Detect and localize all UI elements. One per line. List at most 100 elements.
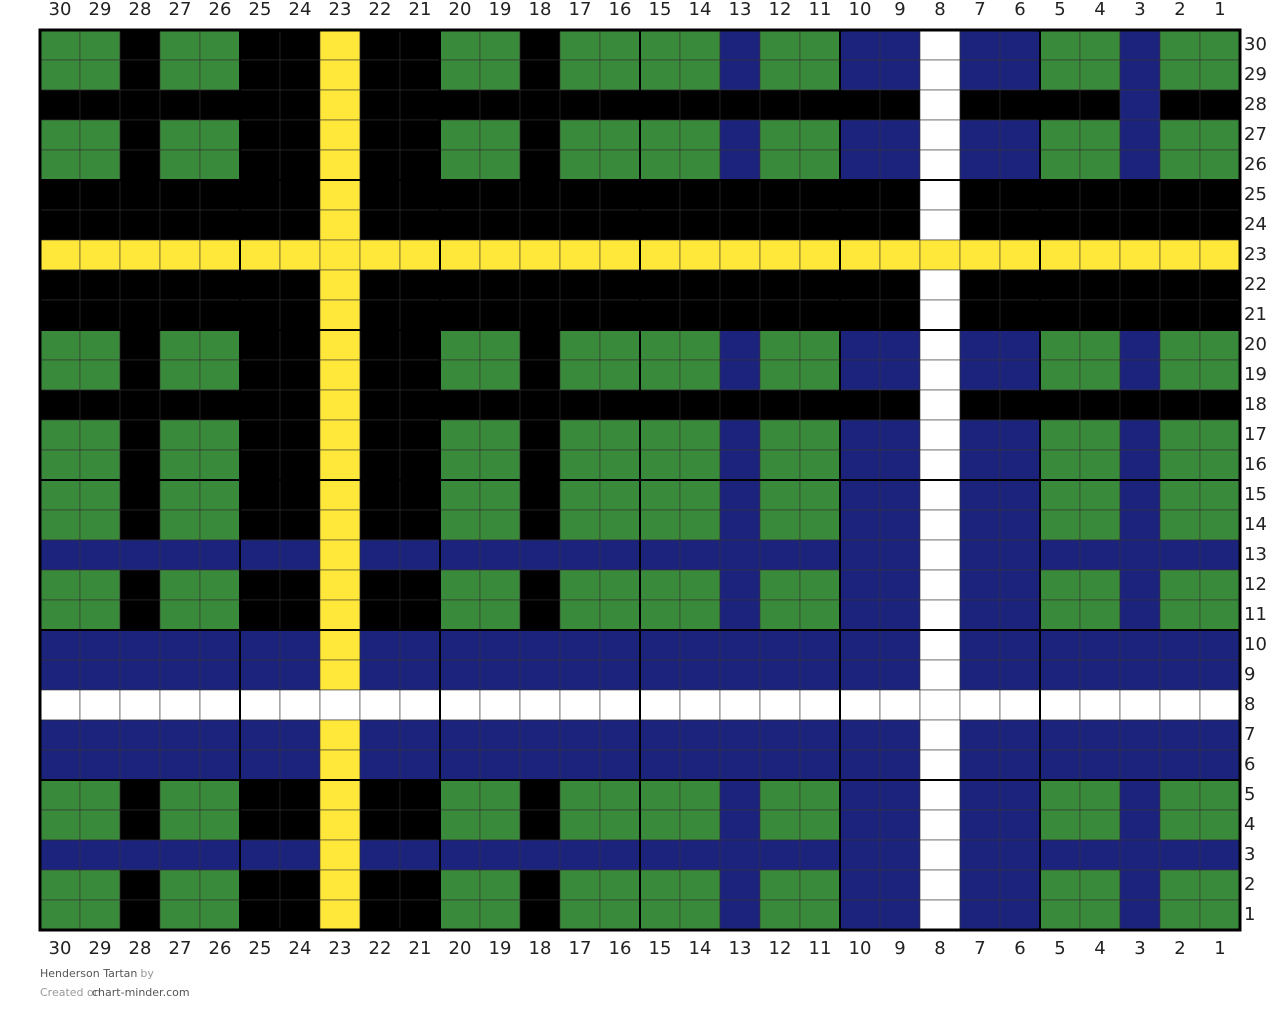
- cell: [399, 29, 441, 61]
- cell: [559, 59, 601, 91]
- cell: [119, 569, 161, 601]
- cell: [399, 899, 441, 931]
- row-label: 24: [1244, 214, 1267, 235]
- cell: [879, 569, 921, 601]
- cell: [439, 719, 481, 751]
- cell: [79, 599, 121, 631]
- cell: [639, 779, 681, 811]
- cell: [679, 359, 721, 391]
- cell: [359, 479, 401, 511]
- cell: [1119, 29, 1161, 61]
- cell: [439, 359, 481, 391]
- cell: [799, 209, 841, 241]
- cell: [1039, 869, 1081, 901]
- cell: [239, 539, 281, 571]
- cell: [959, 509, 1001, 541]
- cell: [39, 719, 81, 751]
- column-label: 28: [129, 938, 152, 959]
- cell: [999, 209, 1041, 241]
- cell: [519, 449, 561, 481]
- cell: [999, 389, 1041, 421]
- cell: [399, 59, 441, 91]
- row-label: 8: [1244, 694, 1255, 715]
- cell: [159, 479, 201, 511]
- cell: [479, 599, 521, 631]
- cell: [959, 839, 1001, 871]
- cell: [1039, 59, 1081, 91]
- cell: [959, 359, 1001, 391]
- cell: [759, 539, 801, 571]
- cell: [319, 629, 361, 661]
- column-label: 26: [209, 0, 232, 20]
- cell: [479, 359, 521, 391]
- cell: [279, 599, 321, 631]
- cell: [279, 659, 321, 691]
- cell: [839, 749, 881, 781]
- cell: [319, 419, 361, 451]
- cell: [1199, 509, 1241, 541]
- cell: [159, 179, 201, 211]
- column-label: 29: [89, 0, 112, 20]
- cell: [519, 599, 561, 631]
- cell: [1119, 209, 1161, 241]
- cell: [279, 869, 321, 901]
- cell: [1159, 689, 1201, 721]
- cell: [879, 689, 921, 721]
- cell: [959, 539, 1001, 571]
- cell: [159, 329, 201, 361]
- border: [38, 28, 1242, 932]
- cell: [1159, 569, 1201, 601]
- cell: [1079, 779, 1121, 811]
- cell: [559, 839, 601, 871]
- cell: [1199, 89, 1241, 121]
- grid: [39, 29, 1241, 931]
- cell: [919, 449, 961, 481]
- cell: [359, 29, 401, 61]
- column-label: 12: [769, 938, 792, 959]
- site-link[interactable]: chart-minder.com: [92, 986, 190, 999]
- cell: [559, 329, 601, 361]
- cell: [679, 719, 721, 751]
- cell: [879, 269, 921, 301]
- cell: [559, 569, 601, 601]
- cell: [959, 209, 1001, 241]
- cell: [1119, 779, 1161, 811]
- cell: [1039, 899, 1081, 931]
- cell: [1119, 659, 1161, 691]
- cell: [559, 419, 601, 451]
- cell: [239, 899, 281, 931]
- cell: [759, 89, 801, 121]
- cell: [79, 719, 121, 751]
- column-label: 17: [569, 938, 592, 959]
- cell: [159, 299, 201, 331]
- cell: [1039, 389, 1081, 421]
- cell: [479, 449, 521, 481]
- cell: [279, 539, 321, 571]
- cell: [159, 779, 201, 811]
- cell: [359, 299, 401, 331]
- cell: [599, 359, 641, 391]
- cell: [719, 659, 761, 691]
- cell: [239, 479, 281, 511]
- cell: [439, 119, 481, 151]
- cell: [799, 299, 841, 331]
- cell: [679, 89, 721, 121]
- cell: [39, 239, 81, 271]
- cell: [639, 329, 681, 361]
- cell: [399, 299, 441, 331]
- cell: [1199, 779, 1241, 811]
- row-label: 16: [1244, 454, 1267, 475]
- cell: [399, 239, 441, 271]
- cell: [1079, 359, 1121, 391]
- cell: [839, 29, 881, 61]
- column-label: 13: [729, 0, 752, 20]
- cell: [679, 329, 721, 361]
- cell: [679, 569, 721, 601]
- row-label: 20: [1244, 334, 1267, 355]
- cell: [439, 899, 481, 931]
- cell: [39, 659, 81, 691]
- cell: [799, 359, 841, 391]
- cell: [199, 179, 241, 211]
- cell: [959, 449, 1001, 481]
